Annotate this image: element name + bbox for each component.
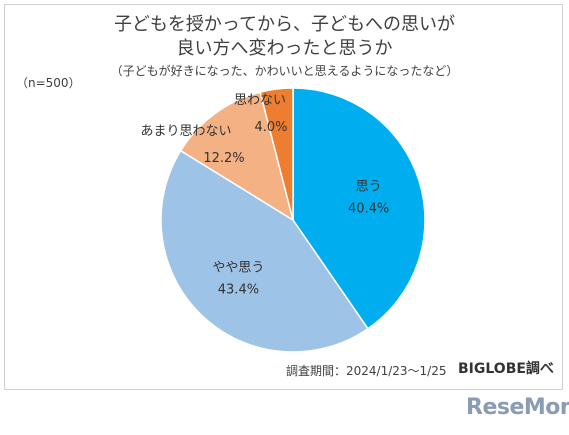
sample-size-label: （n=500） — [16, 76, 81, 90]
slice-value-label: 40.4% — [348, 201, 389, 216]
source-label: BIGLOBE調べ — [458, 361, 554, 377]
pie-slice — [160, 149, 369, 353]
slice-label: やや思う — [212, 260, 264, 275]
chart-title-line-1: 子どもを授かってから、子どもへの思いが — [113, 14, 456, 35]
slice-label: あまり思わない — [140, 124, 231, 139]
slice-label: 思わない — [234, 93, 286, 108]
pie-slice — [259, 87, 294, 221]
slice-value-label: 12.2% — [203, 151, 244, 166]
pie-slice — [179, 91, 295, 222]
resemom-logo: ReseMom — [466, 395, 569, 420]
chart-subtitle: （子どもが好きになった、かわいいと思えるようになったなど） — [110, 64, 459, 78]
slice-value-label: 4.0% — [254, 120, 287, 135]
slice-label: 思う — [356, 179, 382, 194]
pie-slice — [292, 87, 426, 330]
slice-value-label: 43.4% — [218, 282, 259, 297]
chart-title-line-2: 良い方へ変わったと思うか — [176, 38, 393, 59]
survey-period-note: 調査期間：2024/1/23～1/25 — [286, 364, 447, 378]
